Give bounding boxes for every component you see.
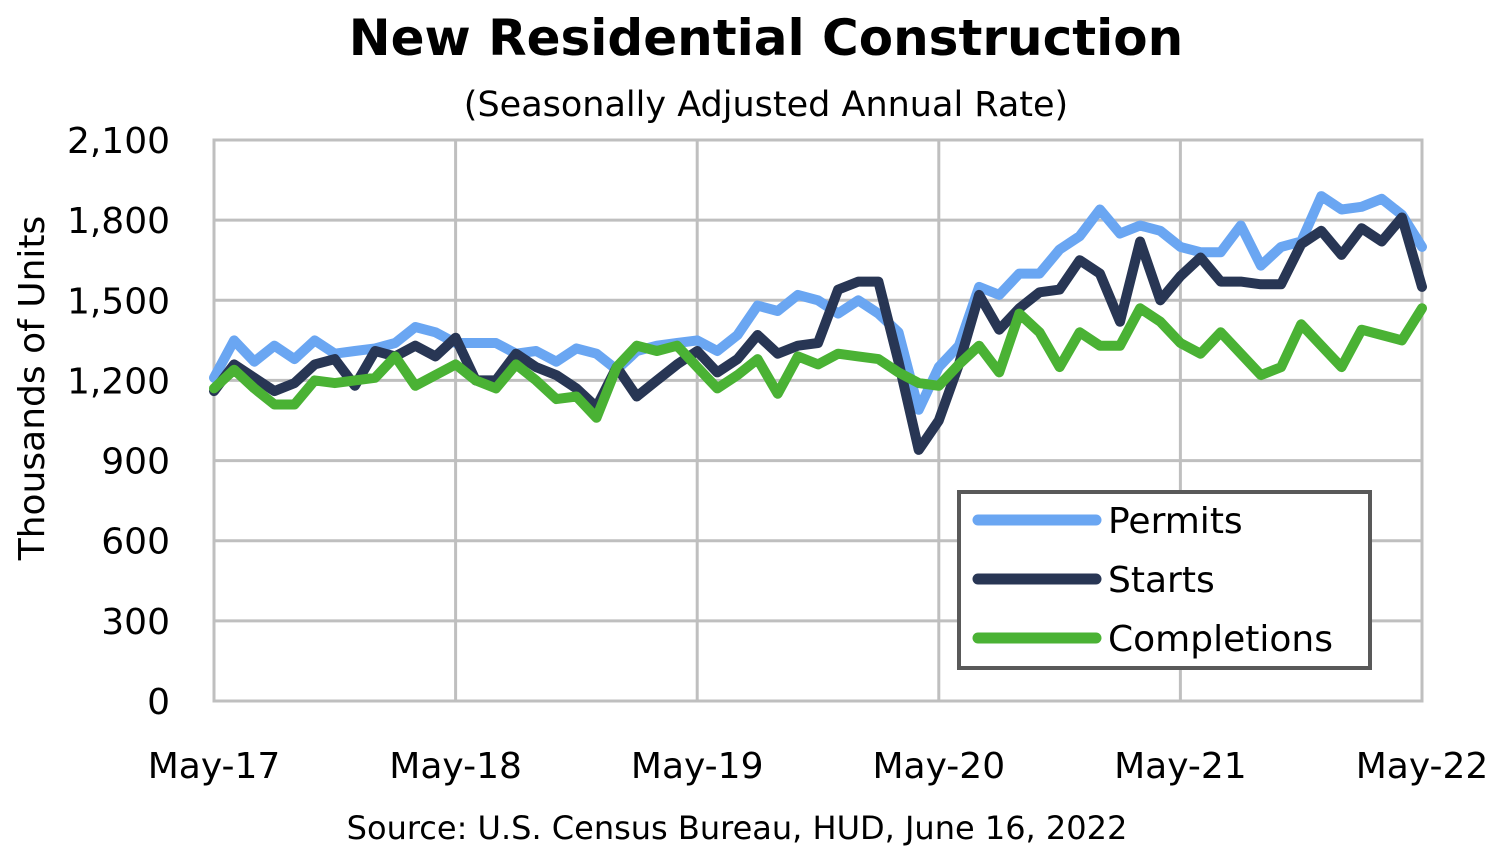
series-lines [209,191,1427,455]
chart-subtitle: (Seasonally Adjusted Annual Rate) [464,85,1068,125]
x-tick-label: May-18 [389,746,522,787]
y-tick-label: 900 [101,442,170,483]
y-tick-label: 300 [101,602,170,643]
gridlines [212,138,1424,703]
y-tick-label: 2,100 [67,121,170,162]
series-line-completions [209,303,1427,423]
legend: Permits Starts Completions [957,490,1372,670]
y-tick-label: 1,500 [67,281,170,322]
legend-label-starts: Starts [1108,560,1215,601]
series-line-starts [209,212,1427,455]
source-note: Source: U.S. Census Bureau, HUD, June 16… [347,809,1128,847]
y-tick-label: 1,200 [67,361,170,402]
y-tick-labels: 0 300 600 900 1,200 1,500 1,800 2,100 [67,121,170,723]
y-tick-label: 600 [101,522,170,563]
x-tick-label: May-20 [873,746,1006,787]
x-tick-labels: May-17 May-18 May-19 May-20 May-21 May-22 [148,746,1489,787]
y-tick-label: 0 [147,682,170,723]
legend-label-completions: Completions [1108,619,1333,660]
chart-title: New Residential Construction [349,9,1183,67]
x-tick-label: May-17 [148,746,281,787]
y-axis-label: Thousands of Units [12,216,53,562]
x-tick-label: May-19 [631,746,764,787]
legend-label-permits: Permits [1108,501,1243,542]
series-line-permits [209,191,1427,415]
y-tick-label: 1,800 [67,201,170,242]
x-tick-label: May-22 [1356,746,1489,787]
x-tick-label: May-21 [1114,746,1247,787]
